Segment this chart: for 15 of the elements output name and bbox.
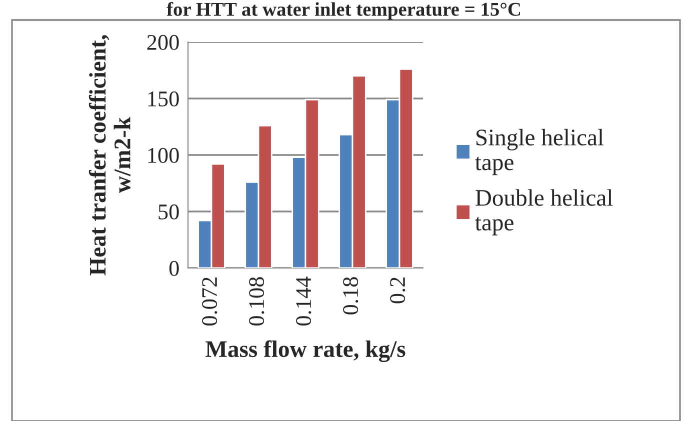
x-tick-label: 0.072 [202,278,218,326]
x-tick-label: 0.144 [296,276,312,326]
y-tick-label: 100 [148,148,179,163]
y-axis-title: Heat tranfer coefficient, w/m2-k [88,35,130,276]
y-tick-label: 50 [158,204,179,220]
legend-label: Single helical tape [475,128,604,176]
x-tick-label: 0.2 [390,278,406,304]
x-axis-title: Mass flow rate, kg/s [206,340,406,362]
y-tick-label: 0 [169,260,179,276]
x-tick-label: 0.108 [249,277,264,326]
x-tick-label: 0.18 [343,277,358,314]
y-tick-label: 150 [148,91,179,106]
y-tick-label: 200 [147,34,179,50]
chart-title: for HTT at water inlet temperature = 15°C [166,2,520,20]
legend-label: Double helical tape [475,189,613,236]
